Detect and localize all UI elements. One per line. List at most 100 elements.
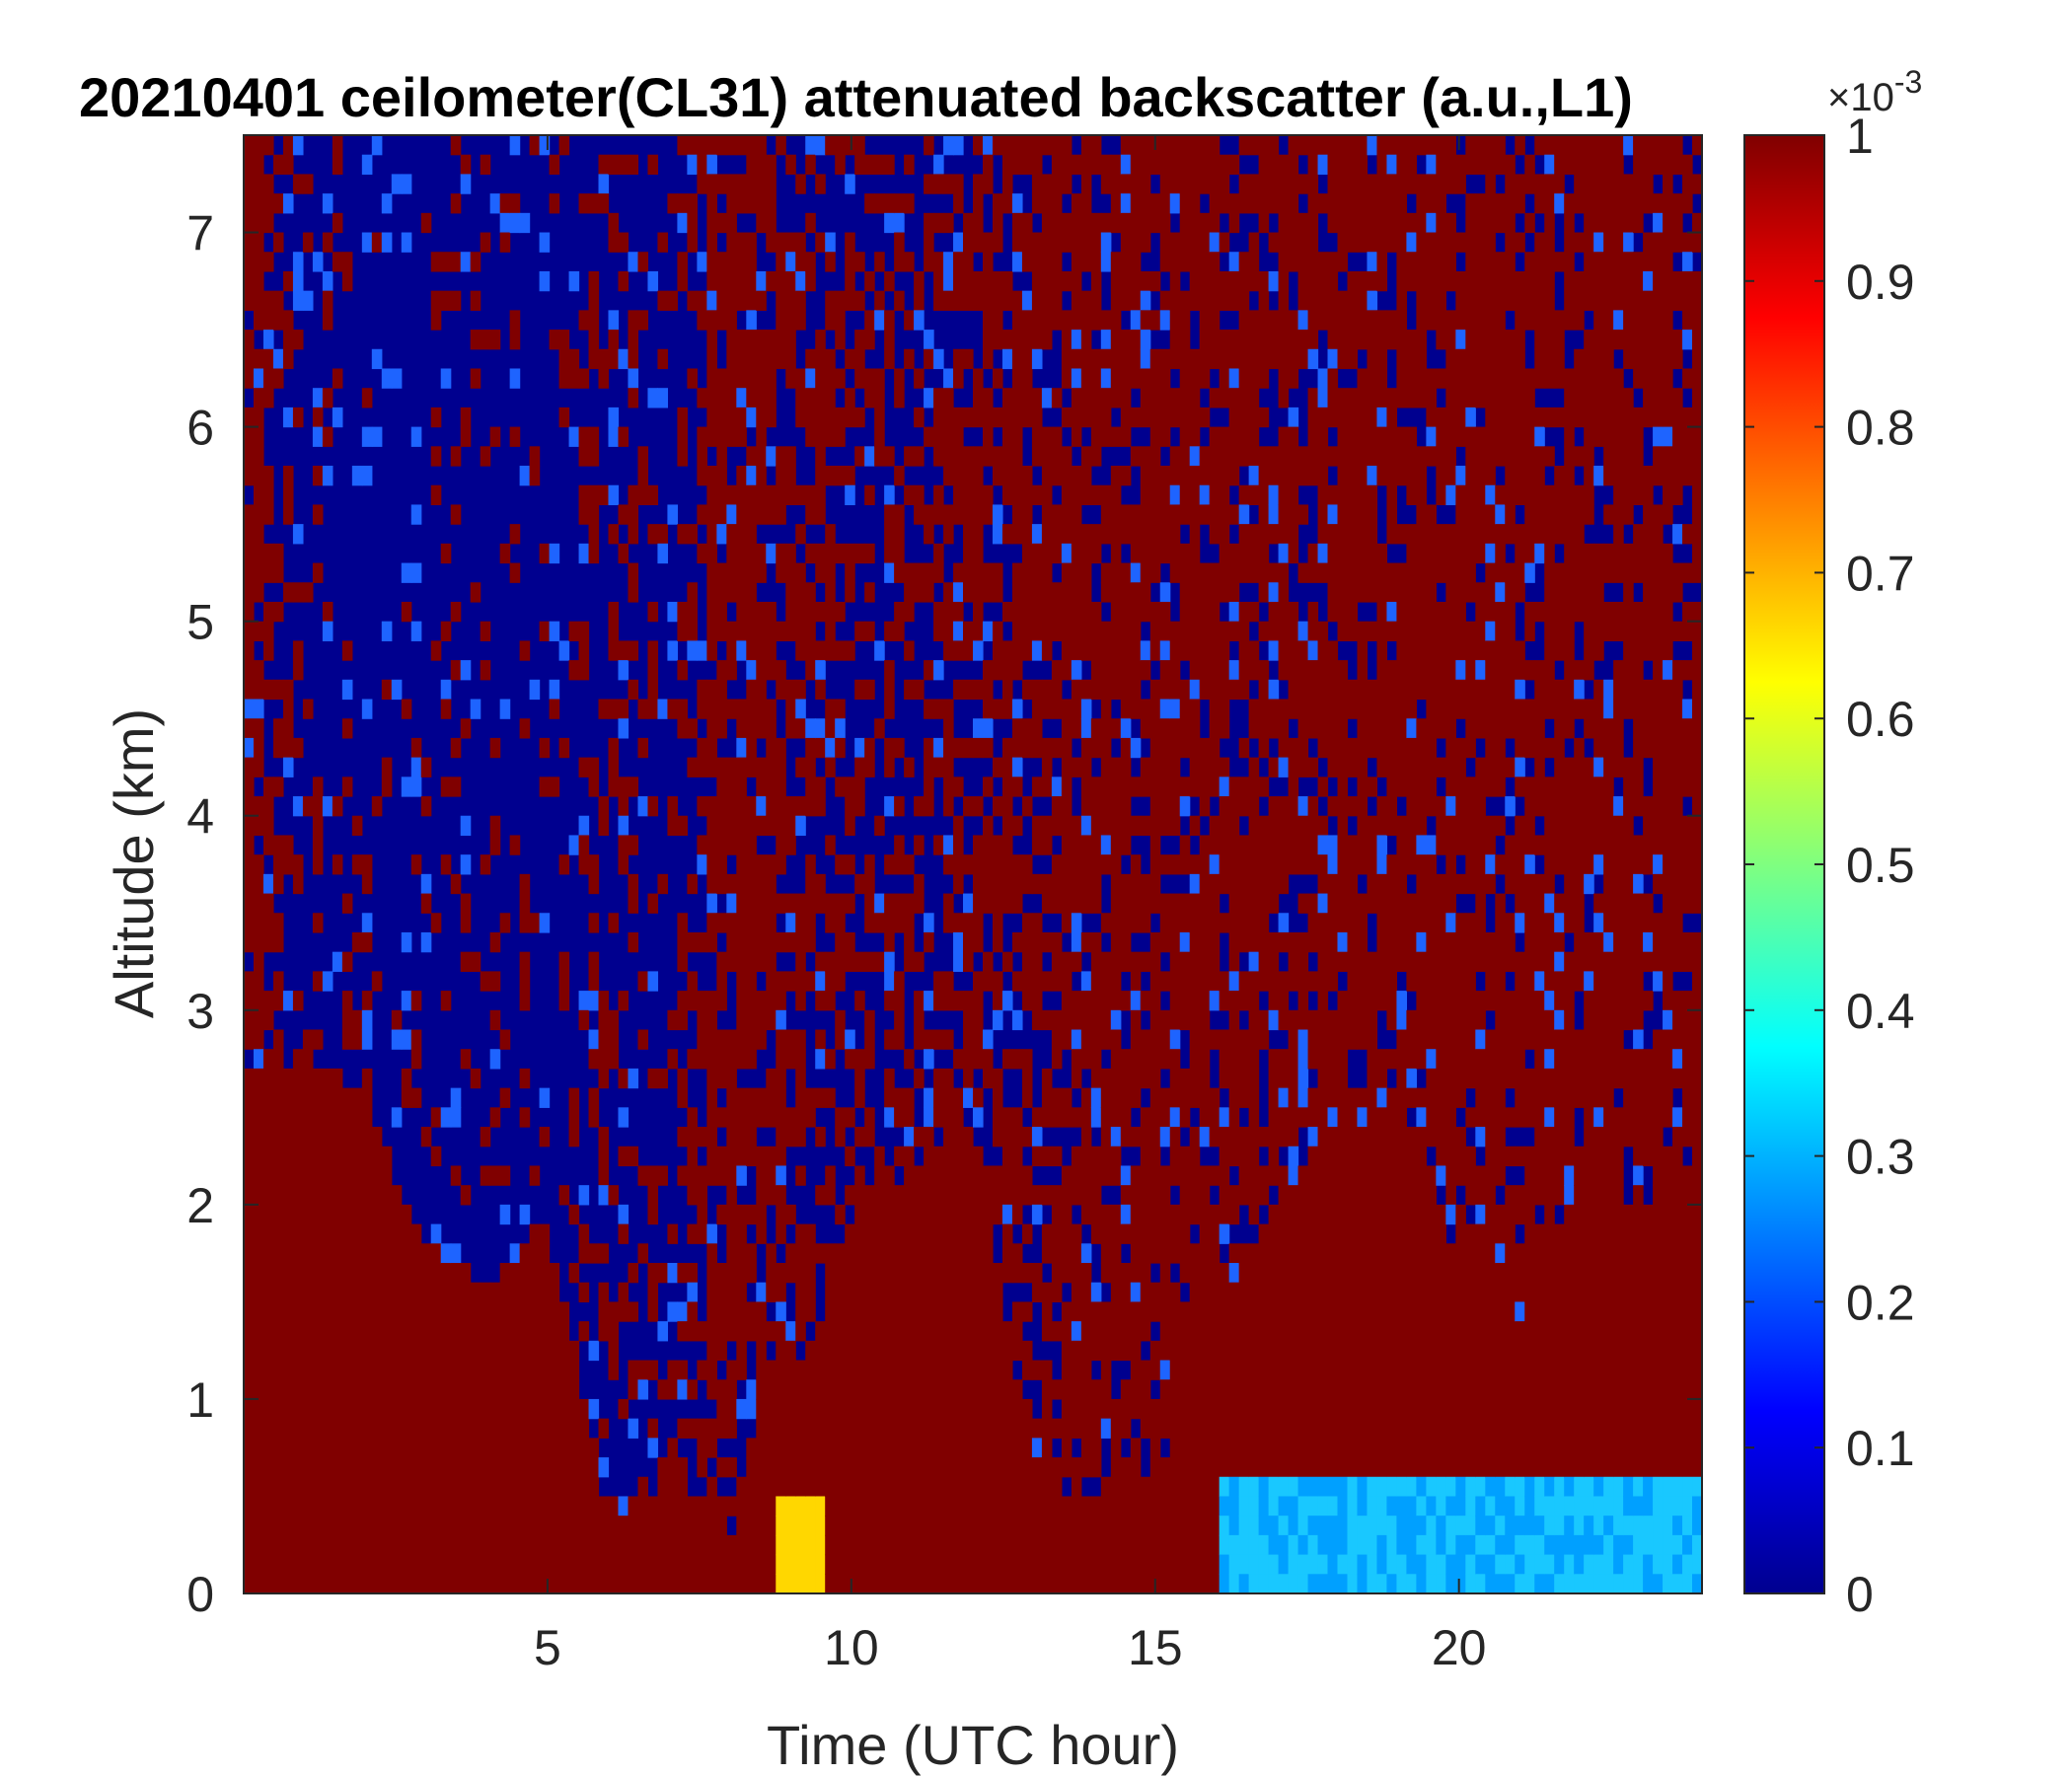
heatmap-cell bbox=[815, 718, 826, 739]
heatmap-cell bbox=[1011, 815, 1023, 837]
heatmap-cell bbox=[312, 971, 324, 992]
heatmap-cell bbox=[1051, 582, 1063, 603]
heatmap-cell bbox=[282, 407, 294, 428]
heatmap-cell bbox=[1031, 270, 1043, 292]
heatmap-cell bbox=[302, 1262, 314, 1284]
heatmap-cell bbox=[1149, 154, 1161, 176]
heatmap-cell bbox=[1209, 348, 1221, 370]
heatmap-cell bbox=[874, 310, 885, 331]
heatmap-cell bbox=[253, 1127, 264, 1147]
heatmap-cell bbox=[933, 446, 944, 467]
heatmap-cell bbox=[1120, 1496, 1132, 1517]
heatmap-cell bbox=[440, 1496, 452, 1517]
heatmap-cell bbox=[371, 1223, 383, 1244]
heatmap-cell bbox=[539, 621, 551, 641]
heatmap-cell bbox=[628, 562, 639, 583]
heatmap-cell bbox=[776, 1438, 786, 1458]
heatmap-cell bbox=[1169, 951, 1181, 972]
heatmap-cell bbox=[332, 252, 343, 272]
heatmap-cell bbox=[1238, 1185, 1250, 1206]
heatmap-cell bbox=[499, 1165, 511, 1186]
heatmap-cell bbox=[845, 1574, 855, 1593]
heatmap-cell bbox=[1051, 524, 1063, 545]
heatmap-cell bbox=[292, 1127, 304, 1147]
heatmap-cell bbox=[519, 1282, 531, 1302]
heatmap-cell bbox=[1219, 640, 1230, 661]
heatmap-cell bbox=[1011, 1107, 1023, 1128]
heatmap-cell bbox=[1041, 679, 1053, 701]
heatmap-cell bbox=[361, 699, 373, 719]
heatmap-cell bbox=[835, 1009, 846, 1031]
heatmap-cell bbox=[1011, 466, 1023, 486]
heatmap-cell bbox=[509, 1554, 521, 1575]
heatmap-cell bbox=[1169, 504, 1181, 525]
heatmap-cell bbox=[815, 951, 826, 972]
heatmap-cell bbox=[460, 1185, 472, 1206]
heatmap-cell bbox=[391, 1476, 403, 1498]
heatmap-cell bbox=[460, 1516, 472, 1536]
heatmap-cell bbox=[924, 1107, 934, 1128]
heatmap-cell bbox=[904, 931, 915, 953]
heatmap-cell bbox=[825, 1398, 836, 1420]
heatmap-cell bbox=[697, 1457, 707, 1478]
heatmap-cell bbox=[1051, 1243, 1063, 1264]
heatmap-cell bbox=[894, 212, 905, 234]
heatmap-cell bbox=[1140, 407, 1151, 428]
heatmap-cell bbox=[1001, 348, 1013, 370]
heatmap-cell bbox=[1189, 757, 1201, 777]
heatmap-cell bbox=[943, 1204, 954, 1225]
heatmap-cell bbox=[904, 679, 915, 701]
heatmap-cell bbox=[1051, 1379, 1063, 1400]
heatmap-cell bbox=[1189, 1087, 1201, 1108]
heatmap-cell bbox=[1179, 699, 1191, 719]
heatmap-cell bbox=[736, 1496, 747, 1517]
heatmap-cell bbox=[864, 310, 875, 331]
heatmap-cell bbox=[884, 893, 895, 914]
heatmap-cell bbox=[825, 1379, 836, 1400]
heatmap-cell bbox=[805, 543, 816, 564]
heatmap-cell bbox=[401, 1554, 412, 1575]
heatmap-cell bbox=[1169, 1398, 1181, 1420]
heatmap-cell bbox=[795, 796, 806, 817]
heatmap-cell bbox=[904, 913, 915, 933]
heatmap-cell bbox=[381, 1457, 393, 1478]
heatmap-cell bbox=[361, 1554, 373, 1575]
heatmap-cell bbox=[519, 640, 531, 661]
heatmap-cell bbox=[1100, 1574, 1112, 1593]
heatmap-cell bbox=[253, 796, 264, 817]
heatmap-cell bbox=[992, 1476, 1003, 1498]
heatmap-cell bbox=[884, 1087, 895, 1108]
heatmap-cell bbox=[982, 1029, 994, 1050]
heatmap-cell bbox=[982, 621, 994, 641]
heatmap-cell bbox=[1159, 135, 1171, 156]
heatmap-cell bbox=[578, 757, 590, 777]
heatmap-cell bbox=[706, 718, 717, 739]
heatmap-cell bbox=[460, 815, 472, 837]
heatmap-cell bbox=[1238, 854, 1250, 875]
heatmap-cell bbox=[874, 426, 885, 447]
heatmap-cell bbox=[894, 1223, 905, 1244]
heatmap-cell bbox=[726, 484, 737, 506]
heatmap-cell bbox=[628, 484, 639, 506]
heatmap-cell bbox=[628, 1418, 639, 1439]
heatmap-cell bbox=[292, 1068, 304, 1089]
heatmap-cell bbox=[1061, 1340, 1073, 1362]
heatmap-cell bbox=[835, 154, 846, 176]
heatmap-cell bbox=[1031, 232, 1043, 253]
heatmap-cell bbox=[982, 1457, 994, 1478]
heatmap-cell bbox=[914, 1029, 925, 1050]
heatmap-cell bbox=[539, 1516, 551, 1536]
heatmap-cell bbox=[795, 1127, 806, 1147]
heatmap-cell bbox=[322, 1516, 333, 1536]
heatmap-cell bbox=[1100, 835, 1112, 855]
heatmap-cell bbox=[391, 1321, 403, 1342]
heatmap-cell bbox=[401, 1243, 412, 1264]
heatmap-cell bbox=[549, 543, 560, 564]
heatmap-cell bbox=[914, 873, 925, 895]
heatmap-cell bbox=[736, 1009, 747, 1031]
heatmap-cell bbox=[963, 1223, 974, 1244]
heatmap-cell bbox=[884, 1068, 895, 1089]
heatmap-cell bbox=[657, 290, 669, 311]
heatmap-cell bbox=[578, 621, 590, 641]
heatmap-cell bbox=[253, 1496, 264, 1517]
